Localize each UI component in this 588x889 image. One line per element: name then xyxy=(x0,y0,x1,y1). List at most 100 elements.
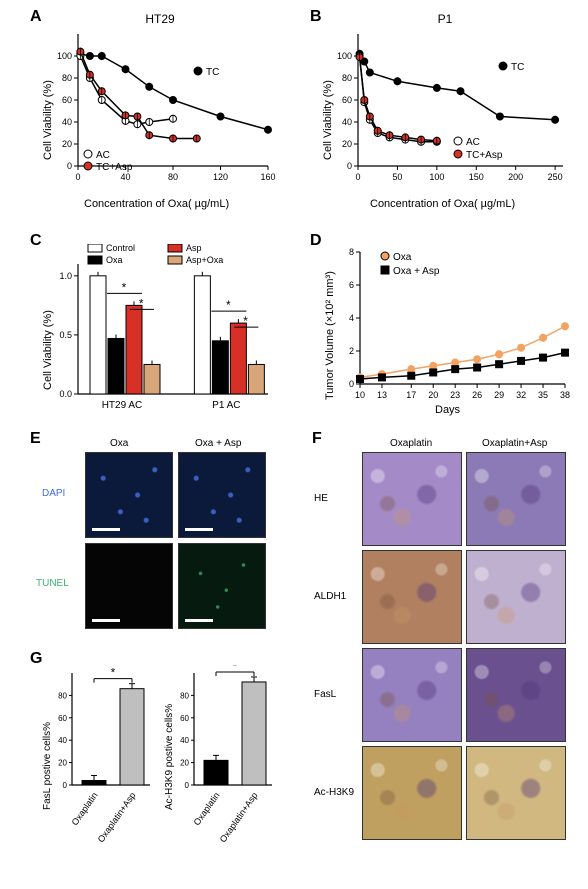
panel-e-row1: TUNEL xyxy=(36,578,69,589)
svg-text:Oxa: Oxa xyxy=(393,252,412,263)
svg-text:80: 80 xyxy=(168,172,178,182)
panel-d-xlabel: Days xyxy=(435,404,460,416)
svg-text:0: 0 xyxy=(185,781,190,790)
svg-text:0: 0 xyxy=(75,172,80,182)
micrograph-FasL-1 xyxy=(466,648,566,742)
panel-g-chart1: 0 20 40 60 80 OxaplatinOxaplatin+Asp * xyxy=(48,665,158,845)
svg-text:0: 0 xyxy=(63,781,68,790)
panel-a-label: A xyxy=(30,8,42,26)
panel-a-xlabel: Concentration of Oxa( µg/mL) xyxy=(84,198,229,210)
svg-text:20: 20 xyxy=(180,759,189,768)
micrograph-ALDH1-1 xyxy=(466,550,566,644)
svg-text:P1 AC: P1 AC xyxy=(212,400,240,411)
panel-b-xlabel: Concentration of Oxa( µg/mL) xyxy=(370,198,515,210)
svg-text:8: 8 xyxy=(349,247,354,257)
svg-text:20: 20 xyxy=(58,759,67,768)
svg-text:TC: TC xyxy=(511,62,524,73)
panel-d-label: D xyxy=(310,232,322,250)
svg-text:60: 60 xyxy=(62,95,72,105)
svg-text:HT29 AC: HT29 AC xyxy=(102,400,143,411)
svg-text:160: 160 xyxy=(260,172,275,182)
svg-text:1.0: 1.0 xyxy=(59,271,72,281)
svg-text:*: * xyxy=(226,298,231,312)
svg-text:35: 35 xyxy=(538,390,548,400)
svg-text:Oxa + Asp: Oxa + Asp xyxy=(393,266,440,277)
svg-text:0.5: 0.5 xyxy=(59,330,72,340)
panel-b-ylabel: Cell Viability (%) xyxy=(322,80,334,160)
svg-text:*: * xyxy=(122,280,127,294)
svg-text:32: 32 xyxy=(516,390,526,400)
panel-d-ylabel: Tumor Volume (×10² mm³) xyxy=(324,271,336,400)
svg-text:Oxaplatin+Asp: Oxaplatin+Asp xyxy=(218,790,260,844)
panel-c-label: C xyxy=(30,232,42,250)
svg-text:60: 60 xyxy=(58,714,67,723)
panel-d-chart: 1013172023262932353802468OxaOxa + Asp xyxy=(330,244,575,414)
panel-b-title: P1 xyxy=(425,12,465,26)
svg-text:23: 23 xyxy=(450,390,460,400)
panel-f-row-AcH3K9: Ac-H3K9 xyxy=(314,787,354,798)
svg-text:Control: Control xyxy=(106,244,135,253)
panel-b-label: B xyxy=(310,8,322,26)
svg-text:Oxaplatin+Asp: Oxaplatin+Asp xyxy=(96,790,138,844)
svg-text:80: 80 xyxy=(62,73,72,83)
svg-text:40: 40 xyxy=(120,172,130,182)
svg-text:0: 0 xyxy=(355,172,360,182)
svg-text:120: 120 xyxy=(213,172,228,182)
svg-text:*: * xyxy=(233,665,238,673)
panel-e-col1: Oxa + Asp xyxy=(195,438,241,449)
micrograph-AcH3K9-0 xyxy=(362,746,462,840)
svg-text:20: 20 xyxy=(62,139,72,149)
svg-text:29: 29 xyxy=(494,390,504,400)
micrograph-TUNEL_Oxa xyxy=(85,543,173,629)
panel-g-ylabel2: Ac-H3K9 postive cells% xyxy=(164,704,175,810)
svg-text:200: 200 xyxy=(508,172,523,182)
micrograph-FasL-0 xyxy=(362,648,462,742)
svg-text:Oxaplatin: Oxaplatin xyxy=(70,790,100,827)
svg-text:150: 150 xyxy=(469,172,484,182)
svg-text:Oxa: Oxa xyxy=(106,255,123,265)
panel-c-ylabel: Cell Viability (%) xyxy=(42,310,54,390)
svg-text:40: 40 xyxy=(180,736,189,745)
svg-text:0: 0 xyxy=(347,161,352,171)
svg-text:40: 40 xyxy=(58,736,67,745)
svg-text:20: 20 xyxy=(428,390,438,400)
panel-e-row0: DAPI xyxy=(42,488,65,499)
micrograph-HE-0 xyxy=(362,452,462,546)
panel-f-col1: Oxaplatin+Asp xyxy=(482,438,547,449)
svg-text:TC+Asp: TC+Asp xyxy=(466,150,503,161)
panel-g-label: G xyxy=(30,650,42,668)
svg-text:Asp+Oxa: Asp+Oxa xyxy=(186,255,223,265)
micrograph-TUNEL_OxaAsp xyxy=(178,543,266,629)
svg-text:13: 13 xyxy=(377,390,387,400)
svg-text:0: 0 xyxy=(349,379,354,389)
micrograph-AcH3K9-1 xyxy=(466,746,566,840)
svg-text:0: 0 xyxy=(67,161,72,171)
panel-a-title: HT29 xyxy=(130,12,190,26)
svg-text:17: 17 xyxy=(406,390,416,400)
panel-g-chart2: 020406080OxaplatinOxaplatin+Asp* xyxy=(170,665,280,845)
panel-e-col0: Oxa xyxy=(110,438,128,449)
panel-f-col0: Oxaplatin xyxy=(390,438,432,449)
micrograph-DAPI_OxaAsp xyxy=(178,452,266,538)
svg-text:26: 26 xyxy=(472,390,482,400)
svg-text:Asp: Asp xyxy=(186,244,202,253)
panel-b-chart: 050100150200250020406080100TCACTC+Asp xyxy=(328,26,573,196)
svg-text:60: 60 xyxy=(180,714,189,723)
panel-f-label: F xyxy=(312,430,322,448)
svg-text:*: * xyxy=(111,666,116,680)
panel-f-row-HE: HE xyxy=(314,493,328,504)
panel-e-label: E xyxy=(30,430,41,448)
svg-text:100: 100 xyxy=(337,51,352,61)
panel-c-chart: 0.00.51.0HT29 AC**P1 AC**ControlOxaAspAs… xyxy=(48,244,278,414)
svg-text:2: 2 xyxy=(349,346,354,356)
svg-text:50: 50 xyxy=(392,172,402,182)
svg-text:TC: TC xyxy=(206,67,219,78)
svg-text:TC+Asp: TC+Asp xyxy=(96,162,133,173)
svg-text:6: 6 xyxy=(349,280,354,290)
svg-text:10: 10 xyxy=(355,390,365,400)
svg-text:80: 80 xyxy=(180,691,189,700)
svg-text:60: 60 xyxy=(342,95,352,105)
panel-g-ylabel1: FasL postive cells% xyxy=(42,722,53,810)
svg-text:80: 80 xyxy=(58,691,67,700)
svg-text:100: 100 xyxy=(57,51,72,61)
